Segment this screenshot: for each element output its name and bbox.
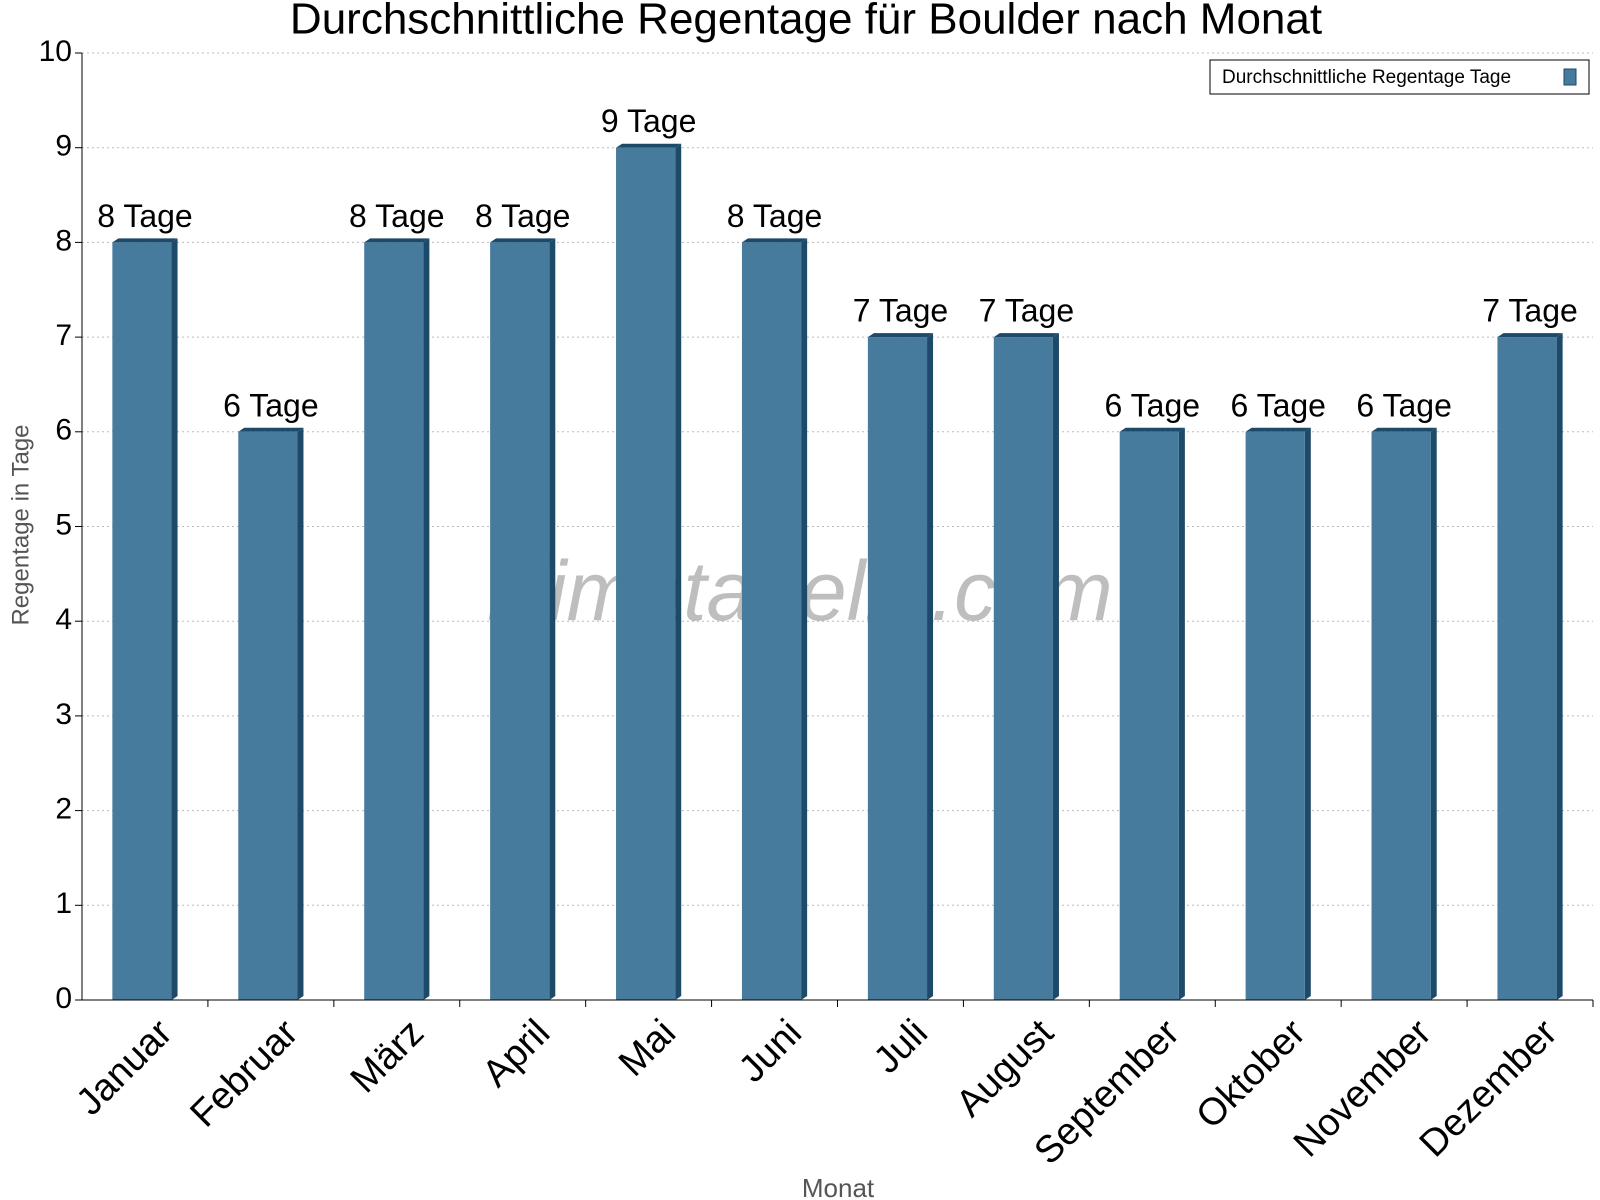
bar-top	[993, 333, 1059, 338]
bar-side	[1304, 427, 1311, 1000]
legend-label: Durchschnittliche Regentage Tage	[1222, 67, 1511, 88]
bar-top	[616, 143, 682, 148]
bar-side	[1556, 333, 1563, 1001]
data-label: 8 Tage	[97, 198, 193, 234]
data-label: 9 Tage	[601, 103, 697, 139]
bar	[867, 337, 928, 1001]
bar	[364, 242, 424, 1000]
x-tick-label: November	[1286, 1012, 1440, 1166]
x-tick-label: Juni	[731, 1012, 810, 1091]
y-tick-label: 5	[55, 508, 72, 541]
x-tick-label: Januar	[69, 1012, 181, 1124]
data-label: 8 Tage	[349, 198, 445, 234]
bar-top	[238, 427, 304, 432]
bar-top	[112, 238, 178, 243]
x-tick-label: August	[948, 1011, 1062, 1125]
x-tick-label: Oktober	[1188, 1012, 1314, 1138]
bar	[1497, 337, 1557, 1001]
bar-top	[364, 238, 430, 243]
data-label: 6 Tage	[1230, 387, 1326, 423]
bar	[112, 242, 172, 1000]
y-tick-label: 1	[55, 887, 72, 920]
bar	[1371, 431, 1431, 1000]
bar-side	[927, 333, 934, 1001]
bar-top	[1371, 427, 1437, 432]
bar	[1245, 431, 1305, 1000]
data-label: 6 Tage	[223, 387, 319, 423]
bar	[238, 431, 298, 1000]
y-tick-label: 3	[55, 698, 72, 731]
bar-side	[675, 143, 682, 1000]
bar	[490, 242, 550, 1000]
bar-side	[171, 238, 178, 1000]
x-tick-label: März	[343, 1012, 432, 1101]
bar-top	[1245, 427, 1311, 432]
bar-side	[801, 238, 808, 1000]
x-tick-label: Februar	[183, 1012, 307, 1136]
y-tick-label: 4	[55, 603, 72, 636]
bar	[616, 147, 676, 1000]
bar-side	[549, 238, 556, 1000]
bar	[741, 242, 802, 1000]
y-tick-label: 7	[55, 319, 72, 352]
data-label: 7 Tage	[1482, 293, 1578, 329]
legend-box	[1209, 59, 1590, 95]
legend-swatch	[1563, 68, 1577, 86]
y-axis-label: Regentage in Tage	[7, 424, 34, 625]
bar	[993, 337, 1053, 1001]
y-tick-label: 2	[55, 793, 72, 826]
legend: Durchschnittliche Regentage Tage	[1209, 59, 1590, 95]
y-tick-label: 6	[55, 414, 72, 447]
bar-top	[741, 238, 808, 243]
chart-title: Durchschnittliche Regentage für Boulder …	[290, 0, 1322, 44]
data-label: 6 Tage	[1105, 387, 1201, 423]
y-tick-label: 8	[55, 224, 72, 257]
bar-side	[1052, 333, 1059, 1001]
bar-side	[1430, 427, 1437, 1000]
bar-side	[1178, 427, 1185, 1000]
x-tick-label: Juli	[866, 1012, 936, 1082]
bar-top	[1119, 427, 1185, 432]
data-label: 8 Tage	[475, 198, 571, 234]
bar-side	[423, 238, 430, 1000]
data-label: 7 Tage	[853, 293, 949, 329]
data-label: 7 Tage	[979, 293, 1075, 329]
y-tick-label: 0	[55, 982, 72, 1015]
bar-top	[1497, 333, 1563, 338]
y-tick-label: 9	[55, 130, 72, 163]
y-tick-label: 10	[39, 35, 72, 68]
bar-top	[490, 238, 556, 243]
bar-top	[867, 333, 934, 338]
bar-side	[297, 427, 304, 1000]
x-axis-label: Monat	[802, 1173, 875, 1200]
data-label: 6 Tage	[1356, 387, 1452, 423]
data-label: 8 Tage	[727, 198, 823, 234]
x-tick-label: Dezember	[1412, 1012, 1566, 1166]
x-tick-label: Mai	[611, 1012, 684, 1085]
bar	[1119, 431, 1179, 1000]
x-tick-label: April	[475, 1012, 558, 1095]
